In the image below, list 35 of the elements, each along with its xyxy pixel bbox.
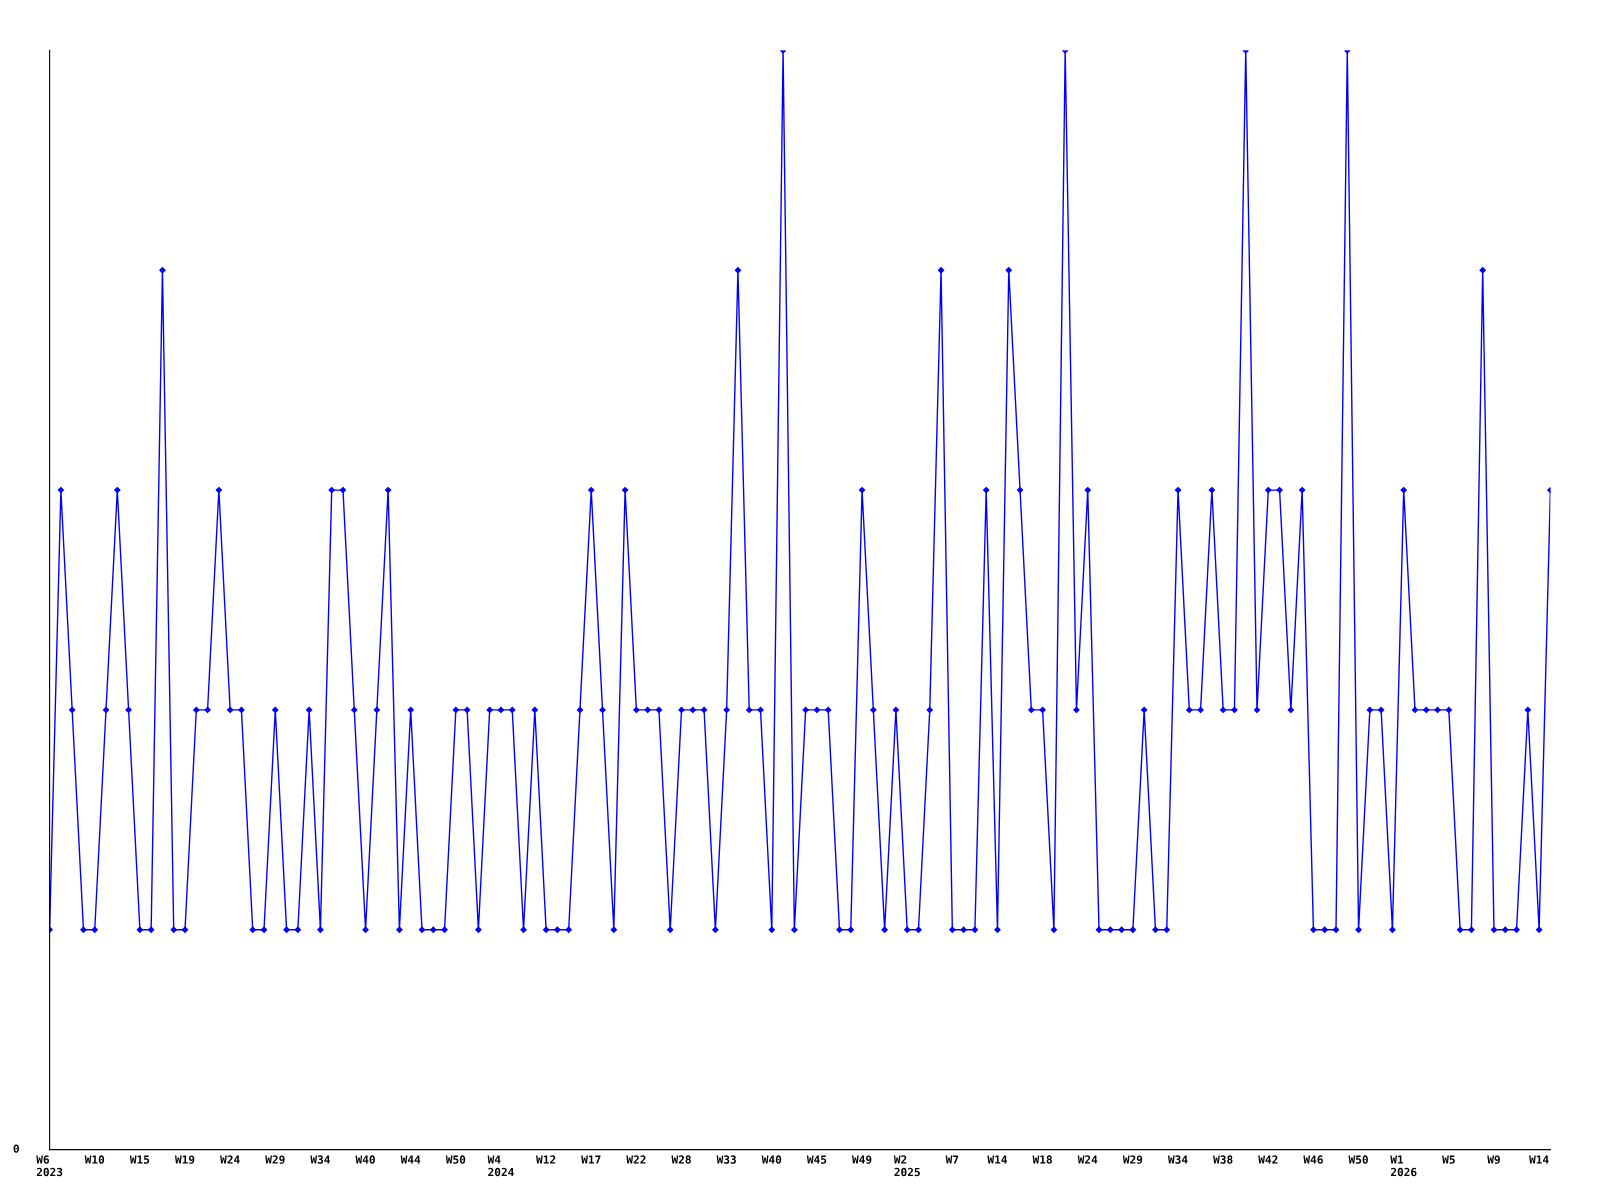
x-tick-label: W10	[84, 1155, 105, 1164]
x-tick-label: W19	[174, 1155, 195, 1164]
x-tick-label: W40	[355, 1155, 375, 1164]
x-tick-label: W4 2024	[487, 1155, 514, 1177]
x-tick-label: W38	[1213, 1155, 1233, 1164]
x-tick-label: W42	[1258, 1155, 1278, 1164]
x-tick-label: W29	[265, 1155, 285, 1164]
x-tick-label: W40	[761, 1155, 782, 1164]
x-tick-label: W44	[400, 1155, 421, 1164]
x-tick-label: W24	[220, 1155, 240, 1164]
x-tick-label: W2 2025	[893, 1155, 920, 1177]
x-tick-label: W7	[945, 1155, 959, 1164]
x-tick-label: W29	[1122, 1155, 1143, 1164]
x-tick-label: W6 2023	[36, 1155, 63, 1177]
x-tick-label: W9	[1487, 1155, 1500, 1164]
x-tick-label: W24	[1077, 1155, 1098, 1164]
x-tick-label: W33	[716, 1155, 736, 1164]
x-tick-label: W15	[129, 1155, 150, 1164]
x-tick-label: W1 2026	[1390, 1155, 1417, 1177]
x-tick-label: W28	[671, 1155, 691, 1164]
x-tick-label: W14	[987, 1155, 1008, 1164]
x-tick-label: W34	[1167, 1155, 1188, 1164]
x-tick-label: W22	[626, 1155, 646, 1164]
x-tick-label: W12	[536, 1155, 556, 1164]
x-tick-label: W46	[1303, 1155, 1323, 1164]
x-tick-label: W34	[310, 1155, 330, 1164]
x-tick-label: W50	[1348, 1155, 1368, 1164]
x-tick-label: W45	[806, 1155, 827, 1164]
x-tick-label: W49	[852, 1155, 872, 1164]
x-tick-label: W50	[445, 1155, 466, 1164]
text: 0	[13, 1144, 19, 1153]
x-tick-label: W17	[581, 1155, 601, 1164]
x-tick-label: W18	[1032, 1155, 1052, 1164]
x-tick-label: W5	[1442, 1155, 1455, 1164]
x-tick-label: W14	[1529, 1155, 1549, 1164]
